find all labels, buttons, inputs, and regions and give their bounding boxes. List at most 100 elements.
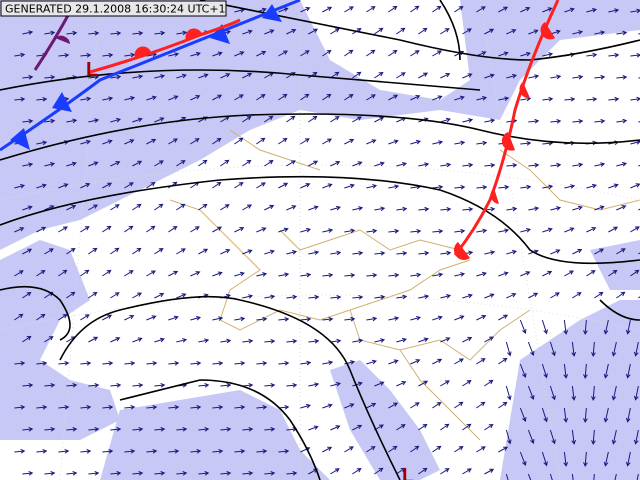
wind-arrow (154, 30, 166, 36)
wind-arrow (484, 162, 496, 168)
wind-arrow (198, 248, 209, 255)
wind-arrow (22, 470, 34, 476)
wind-arrow (440, 117, 451, 123)
isobar (439, 0, 461, 61)
wind-arrow (22, 291, 32, 299)
wind-arrow (278, 316, 290, 322)
wind-arrow (146, 95, 157, 101)
wind-arrow (440, 294, 452, 299)
wind-arrow (418, 423, 428, 431)
wind-arrow (154, 160, 164, 167)
wind-arrow (234, 226, 245, 233)
wind-arrow (396, 337, 407, 343)
wind-arrow (168, 448, 180, 454)
wind-arrow (132, 337, 143, 343)
wind-arrow (583, 363, 588, 379)
wind-arrow (308, 115, 318, 123)
wind-arrow (520, 271, 531, 277)
wind-arrow (256, 137, 266, 145)
wind-arrow (176, 248, 186, 255)
wind-arrow (528, 162, 540, 168)
wind-arrow (14, 404, 26, 410)
isobar (599, 299, 640, 321)
wind-arrow (80, 226, 90, 233)
wind-arrow (594, 205, 605, 211)
wind-arrow (322, 228, 334, 233)
wind-arrow (102, 448, 114, 454)
graticule-line (59, 0, 101, 480)
wind-arrow (132, 426, 144, 432)
wind-arrow (454, 184, 466, 190)
wind-arrow (66, 204, 77, 211)
wind-arrow (410, 272, 422, 278)
wind-arrow (352, 250, 364, 256)
wind-arrow (440, 206, 452, 212)
wind-arrow (22, 74, 34, 80)
wind-arrow (132, 292, 143, 299)
wind-arrow (388, 49, 398, 57)
wind-arrow (330, 382, 342, 387)
wind-arrow (198, 382, 210, 388)
wind-arrow (124, 225, 134, 233)
wind-arrow (564, 270, 574, 277)
wind-arrow (506, 162, 518, 168)
label-box (0, 0, 227, 17)
wind-arrow (168, 270, 179, 277)
wind-arrow (542, 96, 554, 102)
wind-arrow (440, 28, 450, 35)
wind-arrow (484, 118, 496, 124)
wind-arrow (308, 71, 318, 79)
wind-arrow (572, 30, 584, 35)
wind-arrow (410, 139, 421, 145)
wind-arrow (410, 228, 422, 234)
wind-arrow (22, 205, 33, 211)
wind-arrow (322, 446, 333, 453)
wind-arrow (168, 315, 179, 321)
wind-arrow (88, 247, 98, 255)
wind-arrow (462, 206, 474, 212)
wind-arrow (242, 204, 252, 211)
wind-arrow (66, 161, 77, 167)
wind-arrow (506, 206, 518, 212)
wind-arrow (432, 315, 443, 321)
wind-arrow (44, 30, 56, 36)
wind-arrow (418, 250, 430, 256)
wind-arrow (198, 338, 210, 344)
wind-arrow (571, 385, 577, 401)
wind-arrow (44, 470, 56, 476)
wind-arrow (593, 473, 595, 480)
wind-arrow (36, 313, 46, 321)
wind-arrow (36, 360, 48, 366)
wind-arrow (388, 359, 399, 365)
wind-arrow (476, 96, 488, 101)
wind-arrow (154, 382, 166, 388)
wind-arrow (190, 271, 201, 277)
wind-arrow (286, 294, 298, 300)
wind-arrow (80, 139, 91, 145)
wind-arrow (44, 426, 56, 432)
wind-arrow (264, 382, 276, 388)
wind-arrow (220, 470, 232, 476)
wind-arrow (190, 448, 202, 454)
wind-arrow (66, 382, 78, 388)
wind-arrow (176, 470, 188, 476)
wind-arrow (242, 115, 252, 123)
wind-arrow (388, 184, 400, 190)
wind-arrow (102, 96, 114, 101)
wind-arrow (594, 74, 606, 80)
wind-arrow (220, 382, 232, 388)
wind-arrow (88, 470, 100, 476)
wind-arrow (212, 226, 223, 233)
wind-arrow (352, 116, 362, 123)
wind-arrow (344, 316, 356, 322)
wind-arrow (36, 140, 48, 146)
wind-arrow (66, 248, 76, 255)
wind-arrow (432, 445, 442, 453)
wind-arrow (44, 162, 56, 167)
wind-arrow (352, 206, 364, 211)
wind-arrow (190, 404, 202, 410)
wind-arrow (88, 426, 100, 432)
wind-arrow (344, 360, 356, 365)
wind-arrow (264, 294, 276, 300)
wind-arrow (611, 429, 617, 445)
